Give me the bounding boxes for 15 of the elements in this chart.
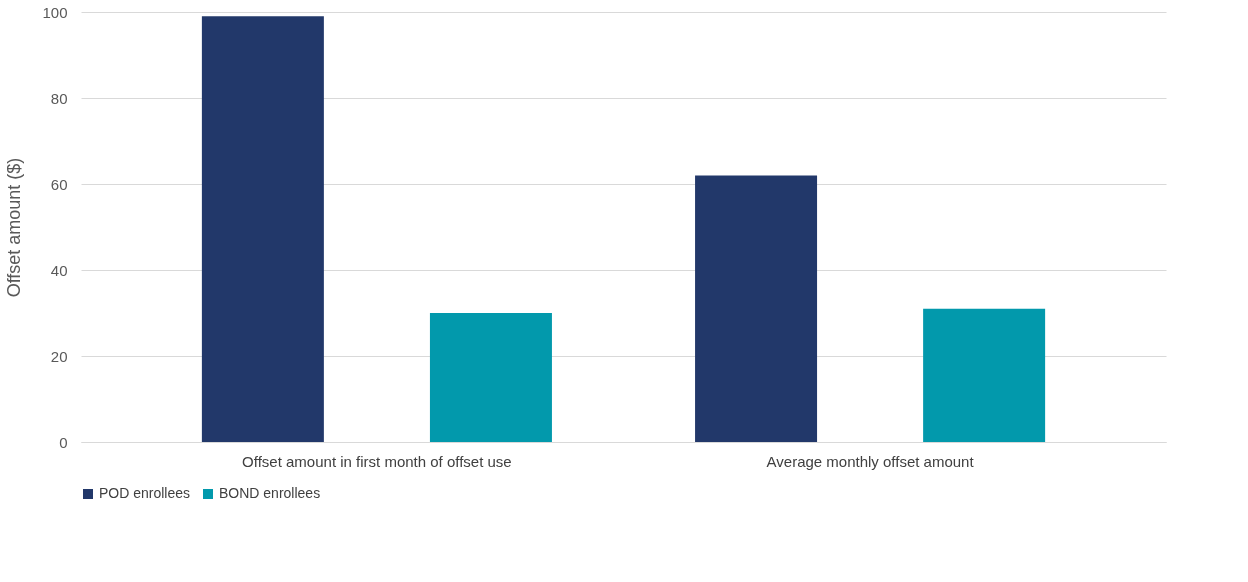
x-tick-label: Average monthly offset amount	[766, 452, 975, 470]
y-tick-label: 20	[50, 347, 68, 365]
y-tick-label: 100	[42, 3, 68, 21]
bar	[695, 175, 818, 442]
y-tick-label: 80	[50, 89, 68, 107]
bar	[429, 313, 552, 442]
y-tick-label: 40	[50, 261, 68, 279]
legend-label: BOND enrollees	[219, 485, 321, 501]
y-tick-label: 0	[59, 433, 68, 451]
bar	[201, 16, 324, 442]
legend-label: POD enrollees	[99, 485, 191, 501]
y-tick-label: 60	[50, 175, 68, 193]
bar	[923, 308, 1046, 442]
x-tick-label: Offset amount in first month of offset use	[242, 452, 512, 470]
y-axis-title: Offset amount ($)	[4, 157, 25, 298]
